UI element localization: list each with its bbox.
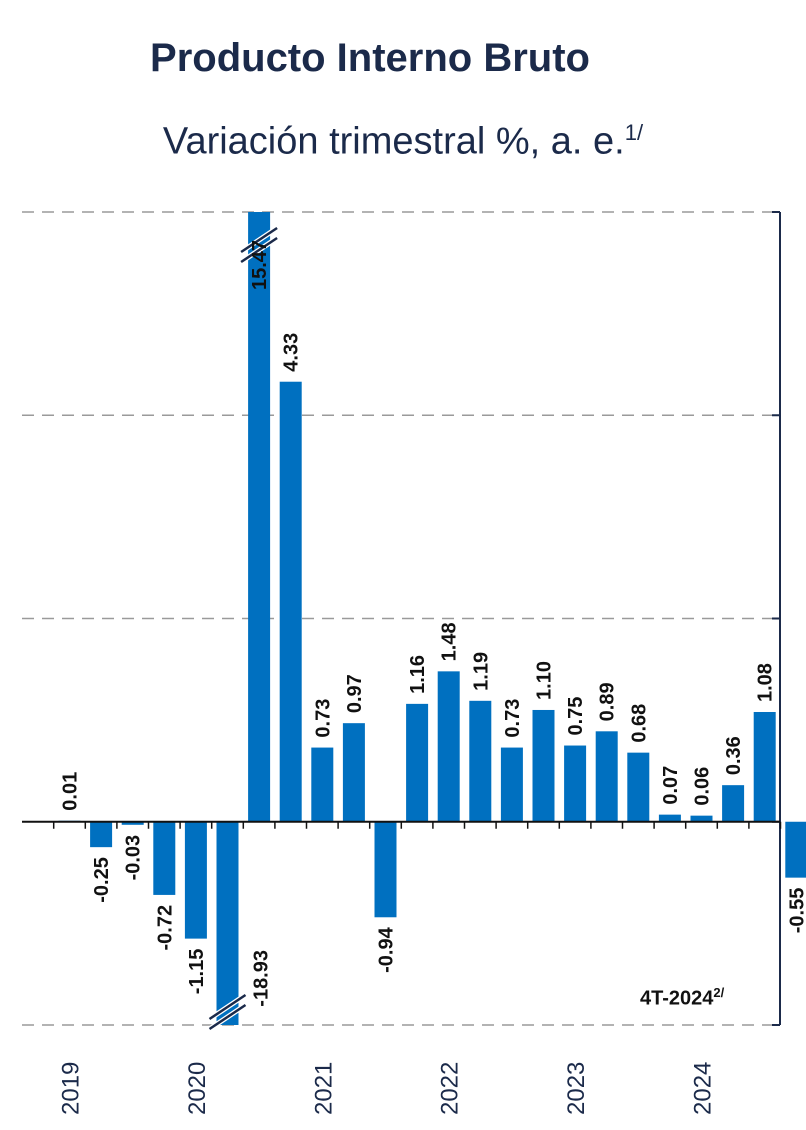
year-label: 2021: [310, 1062, 337, 1115]
bar: [311, 747, 334, 822]
data-label: 4.33: [281, 333, 303, 372]
axis-break-mark: [208, 1003, 247, 1031]
bar: [406, 703, 429, 822]
bar: [248, 212, 271, 822]
data-label: 1.08: [755, 663, 777, 702]
chart-subtitle: Variación trimestral %, a. e.1/: [0, 120, 806, 164]
bar: [564, 745, 587, 822]
data-label: 0.36: [723, 736, 745, 775]
subtitle-text: Variación trimestral %, a. e.: [162, 120, 625, 163]
bar: [627, 752, 650, 822]
bar: [90, 821, 113, 848]
data-label: -0.03: [123, 835, 145, 881]
data-label: -1.15: [186, 949, 208, 995]
data-label: 0.07: [660, 766, 682, 805]
bar: [153, 821, 176, 895]
data-label: 0.89: [597, 682, 619, 721]
bar: [184, 821, 207, 939]
data-label: -0.72: [154, 905, 176, 951]
data-label: -0.94: [376, 926, 398, 972]
data-label: 0.97: [344, 674, 366, 713]
bar: [500, 747, 523, 822]
data-label: 15.47: [249, 240, 271, 290]
data-label: 1.16: [407, 655, 429, 694]
chart-title: Producto Interno Bruto: [150, 36, 590, 80]
data-label: -0.25: [91, 857, 113, 903]
bar: [722, 785, 745, 822]
year-label: 2024: [690, 1062, 717, 1115]
data-label: -0.55: [786, 888, 806, 934]
period-note: 4T-20242/: [640, 985, 724, 1011]
data-label: 1.10: [534, 661, 556, 700]
bar: [595, 731, 618, 822]
data-label: 0.06: [692, 767, 714, 806]
data-label: 0.01: [60, 772, 82, 811]
bar: [532, 709, 555, 822]
data-label: 1.19: [470, 652, 492, 691]
subtitle-footnote: 1/: [624, 120, 644, 145]
axis-break-mark: [240, 226, 278, 254]
data-label: 0.73: [502, 699, 524, 738]
period-note-footnote: 2/: [713, 985, 725, 1000]
data-label: 1.48: [439, 622, 461, 661]
year-label: 2023: [563, 1062, 590, 1115]
bar: [216, 821, 239, 1025]
bar: [437, 671, 460, 822]
year-label: 2022: [437, 1062, 464, 1115]
data-label: 0.68: [628, 704, 650, 743]
data-label: 0.73: [312, 699, 334, 738]
bar: [374, 821, 397, 918]
period-note-text: 4T-2024: [640, 987, 714, 1010]
bar: [342, 723, 365, 822]
axis-break-mark: [208, 993, 247, 1021]
year-label: 2019: [58, 1062, 85, 1115]
data-label: 0.75: [565, 697, 587, 736]
data-label: -18.93: [251, 950, 273, 1007]
bar: [469, 700, 492, 822]
bar: [658, 814, 681, 822]
bar: [121, 821, 144, 825]
year-label: 2020: [184, 1062, 211, 1115]
bar: [279, 381, 302, 822]
bar: [753, 711, 776, 822]
bar: [785, 821, 806, 878]
bar: [690, 815, 713, 822]
axis-break-mark: [240, 236, 278, 264]
